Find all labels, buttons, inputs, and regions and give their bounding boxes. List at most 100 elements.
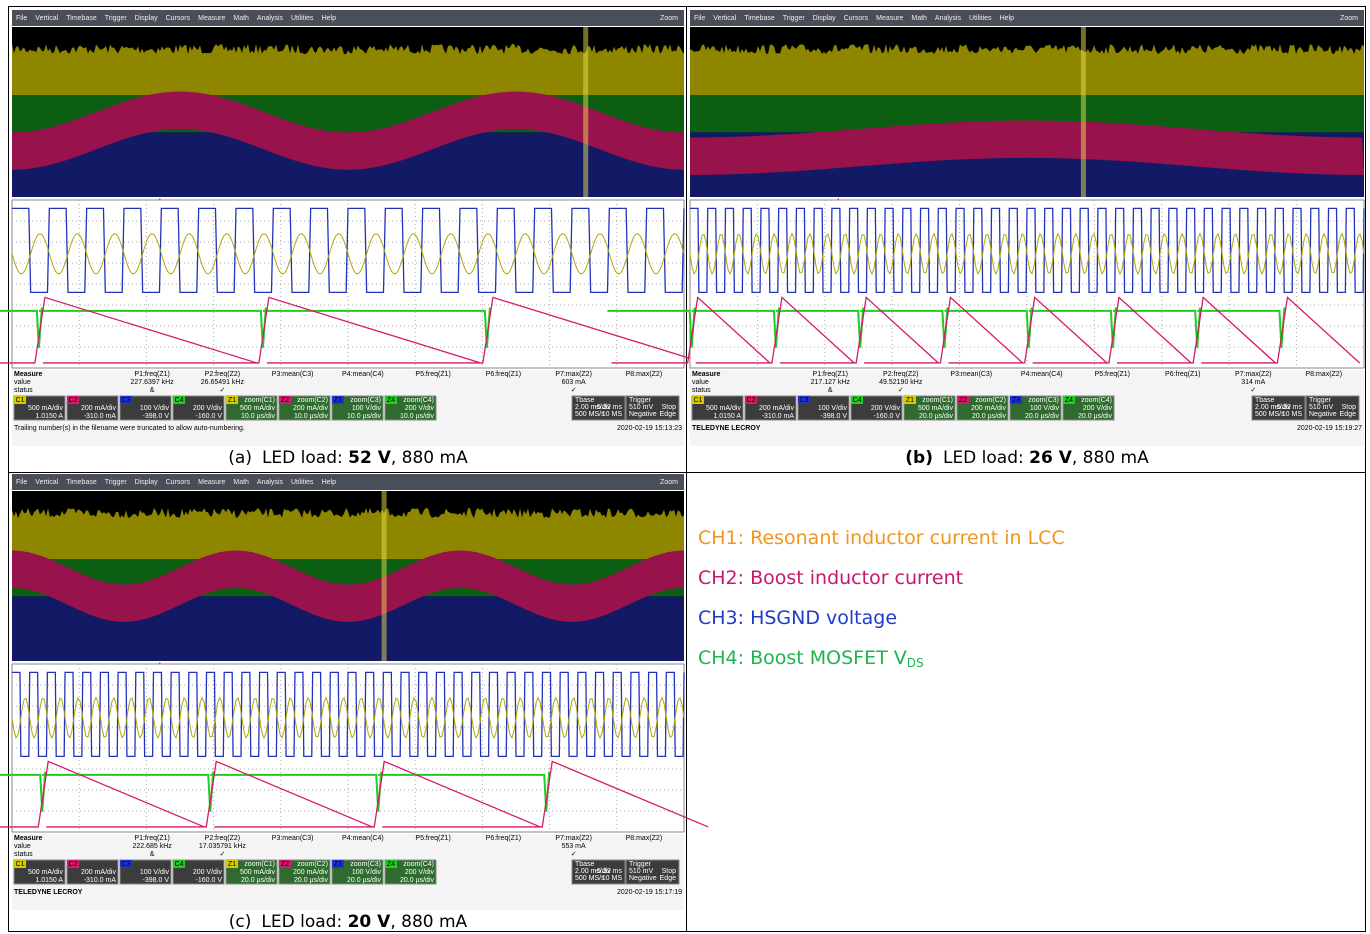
measure-row-label: status bbox=[692, 387, 711, 394]
measure-value: 222.685 kHz bbox=[132, 843, 172, 850]
channel-setting: -398.0 V bbox=[821, 413, 848, 420]
menu-item[interactable]: Trigger bbox=[783, 15, 806, 22]
menu-item[interactable]: Timebase bbox=[66, 479, 97, 486]
zoom-button[interactable]: Zoom bbox=[1340, 15, 1358, 22]
channel-setting: 10.0 µs/div bbox=[294, 413, 328, 420]
menu-item[interactable]: Vertical bbox=[35, 15, 58, 22]
menu-item[interactable]: File bbox=[16, 15, 27, 22]
timebase-box[interactable] bbox=[571, 859, 626, 885]
channel-badge bbox=[67, 396, 79, 404]
channel-tag: Z4 bbox=[387, 861, 395, 868]
measure-row-label: value bbox=[14, 843, 31, 850]
trigger-text: Trigger bbox=[629, 861, 652, 868]
measure-title: Measure bbox=[14, 371, 43, 378]
menu-item[interactable]: Vertical bbox=[35, 479, 58, 486]
menu-item[interactable]: Trigger bbox=[105, 15, 128, 22]
channel-setting: 10.0 µs/div bbox=[241, 413, 275, 420]
menu-item[interactable]: Help bbox=[322, 15, 337, 22]
menu-item[interactable]: Cursors bbox=[166, 479, 191, 486]
channel-tag: Z2 bbox=[959, 397, 967, 404]
ch2-trace bbox=[0, 296, 706, 364]
menu-item[interactable]: Analysis bbox=[257, 479, 284, 486]
menu-item[interactable]: File bbox=[16, 479, 27, 486]
menu-item[interactable]: Measure bbox=[198, 15, 225, 22]
caption: (b) LED load: 26 V, 880 mA bbox=[905, 448, 1149, 468]
caption-rest: , 880 mA bbox=[391, 448, 468, 468]
menu-item[interactable]: Utilities bbox=[291, 479, 314, 486]
channel-setting: zoom(C2) bbox=[975, 397, 1006, 404]
menu-item[interactable]: Utilities bbox=[291, 15, 314, 22]
measure-param: P4:mean(C4) bbox=[342, 371, 384, 378]
caption-bold: 26 V bbox=[1029, 448, 1073, 468]
menu-item[interactable]: Cursors bbox=[844, 15, 869, 22]
channel-setting: 200 mA/div bbox=[759, 405, 795, 412]
timebase-text: Tbase bbox=[575, 861, 595, 868]
legend-entry: CH4: Boost MOSFET VDS bbox=[698, 647, 924, 670]
caption-text: LED load: bbox=[262, 448, 348, 468]
channel-setting: 1.0150 A bbox=[35, 413, 63, 420]
menu-item[interactable]: Measure bbox=[198, 479, 225, 486]
caption-label: (a) bbox=[228, 448, 252, 468]
menu-item[interactable]: Measure bbox=[876, 15, 903, 22]
measure-param: P2:freq(Z2) bbox=[205, 835, 240, 842]
timebase-box[interactable] bbox=[571, 395, 626, 421]
channel-badge bbox=[745, 396, 757, 404]
trigger-box[interactable] bbox=[625, 859, 680, 885]
channel-tag: C2 bbox=[69, 397, 78, 404]
timebase-text: 2.00 ms/div bbox=[575, 868, 611, 875]
channel-badge bbox=[385, 396, 397, 404]
channel-badge bbox=[14, 860, 26, 868]
measure-value: 217.127 kHz bbox=[811, 379, 851, 386]
menu-item[interactable]: Help bbox=[322, 479, 337, 486]
channel-setting: -398.0 V bbox=[143, 877, 170, 884]
channel-badge bbox=[332, 860, 344, 868]
channel-badge bbox=[226, 860, 238, 868]
measure-param: P3:mean(C3) bbox=[272, 371, 314, 378]
caption-label: (b) bbox=[905, 448, 933, 468]
zoom-button[interactable]: Zoom bbox=[660, 479, 678, 486]
measure-row-label: status bbox=[14, 851, 33, 858]
trigger-text: Edge bbox=[1340, 411, 1356, 418]
trigger-box[interactable] bbox=[625, 395, 680, 421]
measure-status: ✓ bbox=[219, 387, 225, 394]
menu-item[interactable]: File bbox=[694, 15, 705, 22]
menu-item[interactable]: Display bbox=[813, 15, 836, 22]
menu-item[interactable]: Display bbox=[135, 15, 158, 22]
menu-item[interactable]: Cursors bbox=[166, 15, 191, 22]
channel-setting: 100 V/div bbox=[818, 405, 848, 412]
menu-item[interactable]: Timebase bbox=[744, 15, 775, 22]
menu-item[interactable]: Analysis bbox=[935, 15, 962, 22]
menu-item[interactable]: Math bbox=[233, 479, 249, 486]
menu-item[interactable]: Math bbox=[911, 15, 927, 22]
channel-setting: 20.0 µs/div bbox=[294, 877, 328, 884]
channel-tag: Z1 bbox=[228, 861, 236, 868]
menu-item[interactable]: Display bbox=[135, 479, 158, 486]
menu-item[interactable]: Trigger bbox=[105, 479, 128, 486]
menu-item[interactable]: Math bbox=[233, 15, 249, 22]
menu-item[interactable]: Vertical bbox=[713, 15, 736, 22]
legend-entry: CH3: HSGND voltage bbox=[698, 607, 897, 629]
zoom-marker bbox=[1080, 27, 1086, 197]
menu-item[interactable]: Help bbox=[1000, 15, 1015, 22]
channel-setting: 500 mA/div bbox=[28, 405, 64, 412]
measure-value: 314 mA bbox=[1241, 379, 1265, 386]
menu-item[interactable]: Analysis bbox=[257, 15, 284, 22]
ch2-envelope bbox=[12, 550, 684, 622]
menu-item[interactable]: Timebase bbox=[66, 15, 97, 22]
channel-box[interactable] bbox=[13, 859, 66, 885]
trigger-box[interactable] bbox=[1305, 395, 1360, 421]
channel-setting: -160.0 V bbox=[196, 877, 223, 884]
measure-status: & bbox=[828, 387, 833, 394]
measure-title: Measure bbox=[692, 371, 721, 378]
zoom-button[interactable]: Zoom bbox=[660, 15, 678, 22]
caption-bold: 52 V bbox=[348, 448, 392, 468]
channel-tag: Z3 bbox=[334, 861, 342, 868]
timebase-text: 500 MS/s bbox=[1255, 411, 1285, 418]
timebase-box[interactable] bbox=[1251, 395, 1306, 421]
channel-setting: 500 mA/div bbox=[28, 869, 64, 876]
channel-setting: 200 V/div bbox=[193, 869, 223, 876]
channel-badge bbox=[279, 860, 291, 868]
channel-setting: zoom(C4) bbox=[1081, 397, 1112, 404]
menu-item[interactable]: Utilities bbox=[969, 15, 992, 22]
measure-row-label: status bbox=[14, 387, 33, 394]
